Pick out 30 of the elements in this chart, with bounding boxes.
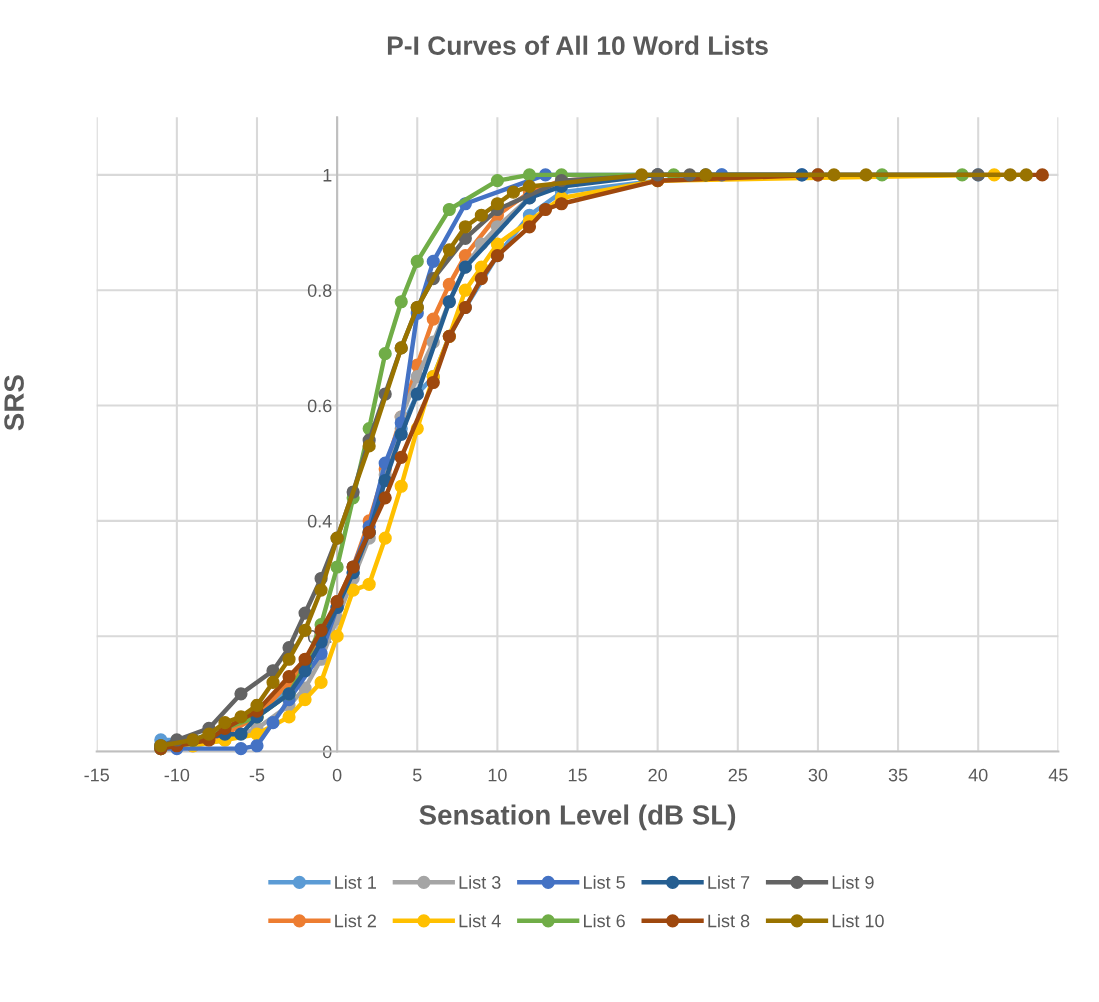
x-tick-label: 40 [968,768,988,782]
x-tick-label: 15 [568,768,587,782]
legend-label: List 3 [459,875,501,889]
legend-label: List 5 [584,875,625,889]
legend-label: List 2 [335,914,376,928]
x-tick-label: -15 [84,768,109,782]
x-tick-label: 35 [888,768,908,782]
y-tick-label: 1 [323,169,332,182]
x-tick-label: 0 [332,768,342,782]
x-tick-label: 25 [728,768,748,782]
y-axis-title: SRS [4,375,24,431]
x-tick-label: 45 [1048,768,1068,782]
legend-label: List 4 [459,914,501,928]
legend-label: List 10 [832,914,884,928]
y-tick-label: 0.4 [307,514,332,528]
y-tick-label: 0.6 [307,399,332,413]
legend-label: List 8 [708,914,750,928]
x-tick-label: 20 [648,768,667,782]
chart-title: P-I Curves of All 10 Word Lists [387,35,768,55]
x-tick-label: -5 [249,768,265,782]
x-axis-title: Sensation Level (dB SL) [419,804,736,831]
x-tick-label: -10 [164,768,190,782]
x-tick-label: 30 [808,768,828,782]
legend-label: List 9 [832,875,874,889]
legend-label: List 1 [335,875,376,889]
y-tick-label: 0.8 [307,284,332,297]
legend-label: List 7 [708,875,750,889]
x-tick-label: 10 [488,768,507,782]
legend-label: List 6 [584,914,625,928]
x-tick-label: 5 [412,768,422,782]
